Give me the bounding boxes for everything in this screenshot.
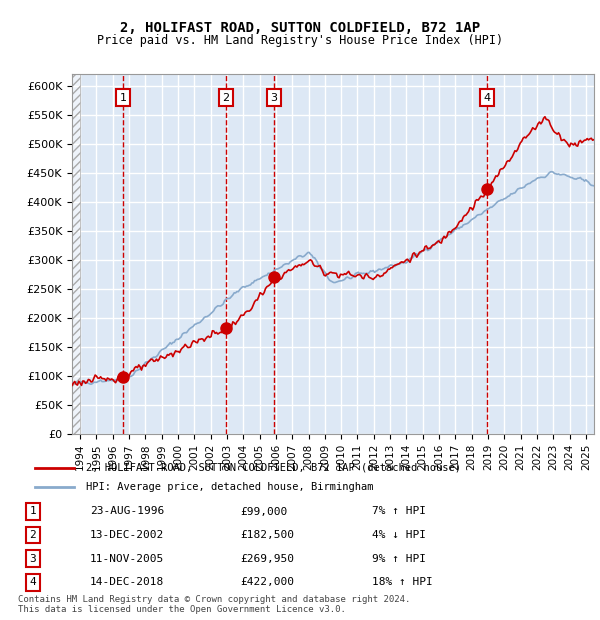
Text: 4: 4 <box>29 577 37 587</box>
Text: 2, HOLIFAST ROAD, SUTTON COLDFIELD, B72 1AP (detached house): 2, HOLIFAST ROAD, SUTTON COLDFIELD, B72 … <box>86 463 461 473</box>
Text: 13-DEC-2002: 13-DEC-2002 <box>90 530 164 540</box>
Text: HPI: Average price, detached house, Birmingham: HPI: Average price, detached house, Birm… <box>86 482 373 492</box>
Text: 2, HOLIFAST ROAD, SUTTON COLDFIELD, B72 1AP: 2, HOLIFAST ROAD, SUTTON COLDFIELD, B72 … <box>120 21 480 35</box>
Text: £99,000: £99,000 <box>240 507 287 516</box>
Text: Contains HM Land Registry data © Crown copyright and database right 2024.
This d: Contains HM Land Registry data © Crown c… <box>18 595 410 614</box>
Text: 2: 2 <box>29 530 37 540</box>
Text: 3: 3 <box>29 554 37 564</box>
Text: 18% ↑ HPI: 18% ↑ HPI <box>372 577 433 587</box>
Text: £269,950: £269,950 <box>240 554 294 564</box>
Text: 3: 3 <box>270 92 277 102</box>
Text: 1: 1 <box>29 507 37 516</box>
Text: Price paid vs. HM Land Registry's House Price Index (HPI): Price paid vs. HM Land Registry's House … <box>97 34 503 46</box>
Text: 23-AUG-1996: 23-AUG-1996 <box>90 507 164 516</box>
Text: 14-DEC-2018: 14-DEC-2018 <box>90 577 164 587</box>
Bar <box>72 74 80 434</box>
Text: 11-NOV-2005: 11-NOV-2005 <box>90 554 164 564</box>
Text: 7% ↑ HPI: 7% ↑ HPI <box>372 507 426 516</box>
Text: 4% ↓ HPI: 4% ↓ HPI <box>372 530 426 540</box>
Text: 2: 2 <box>223 92 230 102</box>
Text: £182,500: £182,500 <box>240 530 294 540</box>
Text: 4: 4 <box>484 92 491 102</box>
Text: £422,000: £422,000 <box>240 577 294 587</box>
Text: 9% ↑ HPI: 9% ↑ HPI <box>372 554 426 564</box>
Text: 1: 1 <box>120 92 127 102</box>
